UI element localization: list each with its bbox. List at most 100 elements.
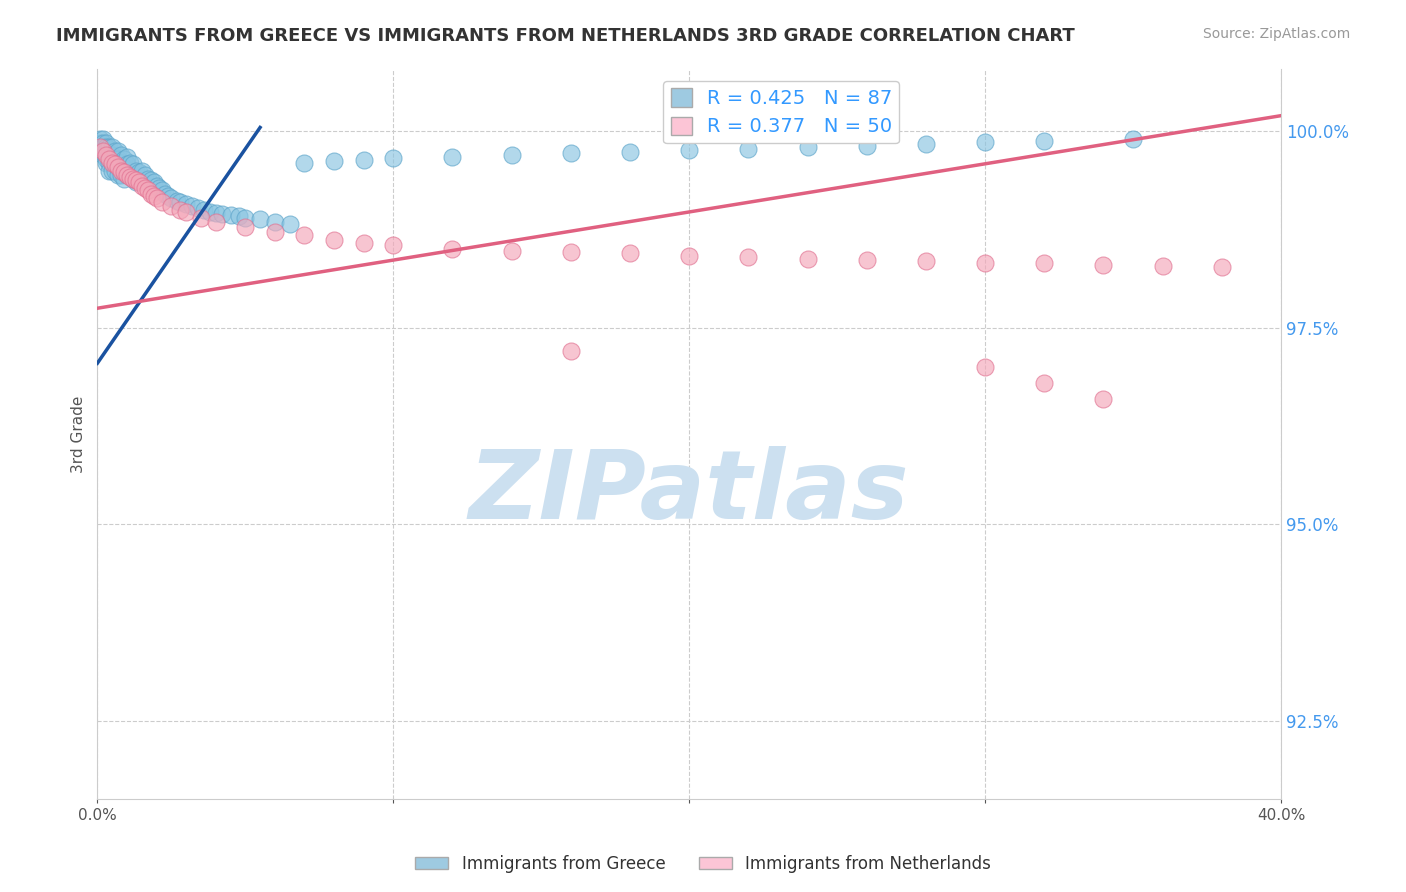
Point bbox=[101, 140, 124, 154]
Point bbox=[98, 163, 121, 178]
Point bbox=[166, 194, 188, 208]
Point bbox=[118, 156, 141, 170]
Point bbox=[160, 191, 183, 205]
Point bbox=[110, 156, 132, 170]
Legend: R = 0.425   N = 87, R = 0.377   N = 50: R = 0.425 N = 87, R = 0.377 N = 50 bbox=[664, 81, 898, 144]
Point bbox=[118, 169, 141, 184]
Point bbox=[501, 244, 523, 258]
Point bbox=[96, 136, 118, 151]
Point bbox=[91, 136, 114, 151]
Point bbox=[128, 165, 150, 179]
Point bbox=[155, 187, 177, 202]
Point bbox=[89, 140, 111, 154]
Point bbox=[152, 195, 174, 210]
Point bbox=[107, 160, 129, 174]
Point bbox=[294, 156, 316, 170]
Point bbox=[112, 152, 135, 166]
Point bbox=[101, 156, 124, 170]
Point bbox=[121, 171, 143, 186]
Point bbox=[501, 148, 523, 162]
Point bbox=[125, 163, 148, 178]
Point bbox=[174, 204, 197, 219]
Point bbox=[278, 217, 301, 231]
Point bbox=[974, 255, 997, 269]
Point bbox=[107, 160, 129, 174]
Point bbox=[1122, 132, 1144, 146]
Point bbox=[915, 136, 938, 151]
Point bbox=[101, 163, 124, 178]
Point bbox=[125, 176, 148, 190]
Point bbox=[101, 156, 124, 170]
Point bbox=[169, 195, 191, 210]
Point bbox=[91, 148, 114, 162]
Point bbox=[1033, 256, 1056, 270]
Text: ZIPatlas: ZIPatlas bbox=[468, 446, 910, 539]
Point bbox=[101, 148, 124, 162]
Point bbox=[560, 146, 582, 161]
Point bbox=[382, 151, 405, 165]
Point bbox=[1033, 376, 1056, 390]
Point bbox=[619, 145, 641, 159]
Point bbox=[323, 233, 346, 247]
Point bbox=[115, 168, 138, 182]
Point bbox=[96, 144, 118, 158]
Point bbox=[796, 252, 818, 266]
Point bbox=[249, 212, 271, 227]
Point bbox=[382, 238, 405, 252]
Point bbox=[110, 168, 132, 182]
Point bbox=[323, 154, 346, 169]
Point bbox=[204, 206, 226, 220]
Point bbox=[98, 156, 121, 170]
Point bbox=[145, 179, 167, 194]
Point bbox=[152, 183, 174, 197]
Point bbox=[1152, 259, 1174, 273]
Point bbox=[1033, 134, 1056, 148]
Point bbox=[142, 189, 165, 203]
Point bbox=[678, 249, 700, 263]
Point bbox=[181, 199, 204, 213]
Point bbox=[441, 150, 464, 164]
Point bbox=[737, 250, 759, 264]
Point bbox=[211, 207, 233, 221]
Point bbox=[134, 168, 156, 182]
Point bbox=[187, 202, 209, 216]
Point bbox=[157, 189, 180, 203]
Point bbox=[145, 191, 167, 205]
Point bbox=[190, 211, 212, 225]
Point bbox=[128, 176, 150, 190]
Point bbox=[441, 242, 464, 256]
Point bbox=[112, 171, 135, 186]
Point bbox=[107, 152, 129, 166]
Point bbox=[104, 152, 127, 166]
Point bbox=[198, 204, 221, 219]
Point bbox=[193, 202, 215, 217]
Point bbox=[96, 152, 118, 166]
Point bbox=[228, 209, 250, 223]
Point bbox=[136, 183, 159, 197]
Point bbox=[107, 144, 129, 158]
Point bbox=[121, 157, 143, 171]
Point bbox=[139, 187, 162, 202]
Point bbox=[1092, 392, 1115, 406]
Point bbox=[353, 153, 375, 167]
Point bbox=[142, 176, 165, 190]
Point bbox=[233, 211, 256, 225]
Point bbox=[855, 138, 877, 153]
Point bbox=[264, 215, 287, 229]
Point bbox=[89, 144, 111, 158]
Point bbox=[131, 163, 153, 178]
Point bbox=[1092, 258, 1115, 272]
Point bbox=[796, 140, 818, 154]
Point bbox=[118, 168, 141, 182]
Point bbox=[139, 173, 162, 187]
Point bbox=[104, 157, 127, 171]
Point bbox=[96, 148, 118, 162]
Point bbox=[233, 220, 256, 235]
Point bbox=[89, 132, 111, 146]
Point bbox=[169, 202, 191, 217]
Point bbox=[619, 246, 641, 260]
Point bbox=[104, 163, 127, 178]
Point bbox=[678, 143, 700, 157]
Point bbox=[915, 254, 938, 268]
Point bbox=[115, 150, 138, 164]
